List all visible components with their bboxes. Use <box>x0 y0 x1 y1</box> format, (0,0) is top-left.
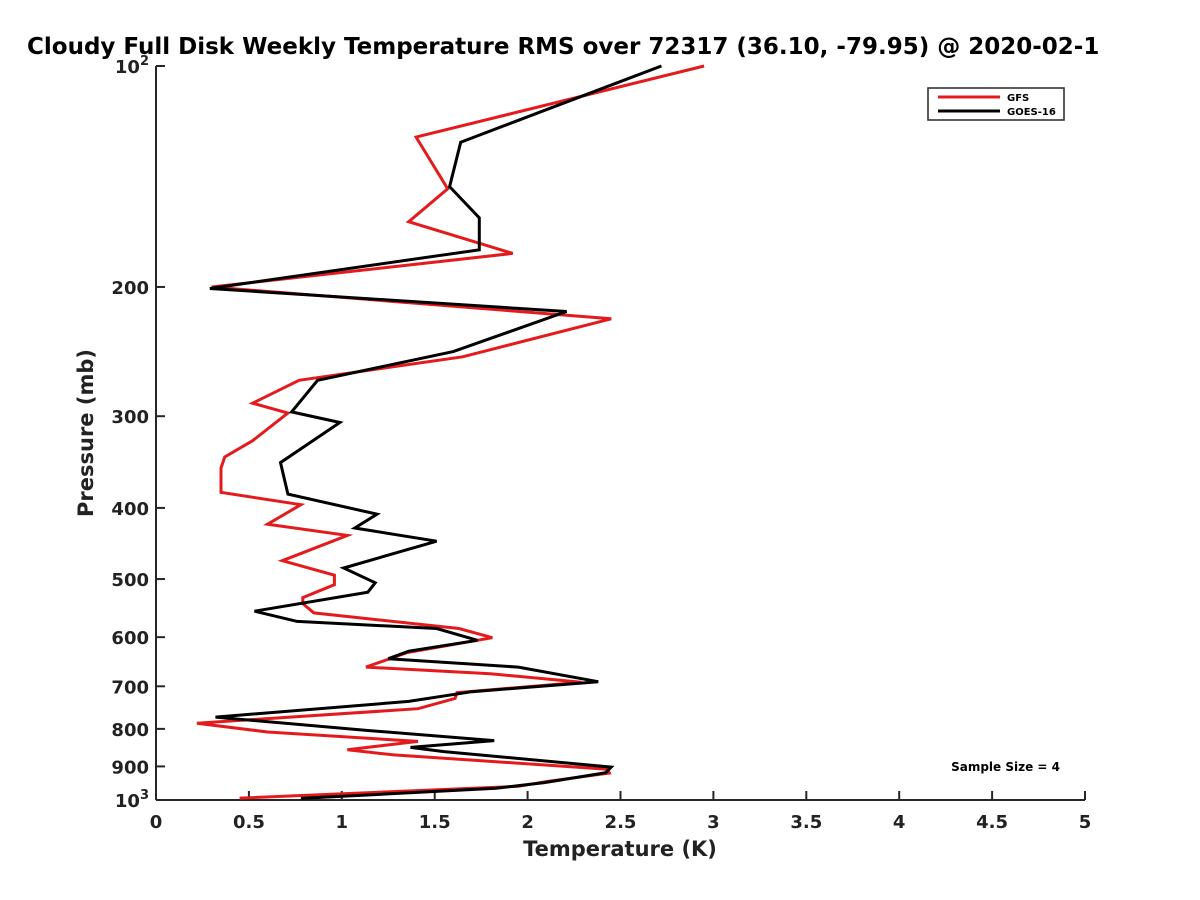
y-tick-label: 300 <box>111 407 149 428</box>
x-tick-label: 4.5 <box>976 812 1008 833</box>
y-tick-label: 800 <box>111 720 149 741</box>
sample-size-note: Sample Size = 4 <box>951 760 1060 774</box>
x-tick-label: 5 <box>1079 812 1092 833</box>
x-tick-label: 0.5 <box>233 812 265 833</box>
series-line-goes-16 <box>209 64 662 800</box>
legend-box <box>927 87 1065 121</box>
x-axis-label: Temperature (K) <box>523 837 717 861</box>
y-tick-label: 200 <box>111 278 149 299</box>
y-tick-label: 500 <box>111 570 149 591</box>
y-tick-label: 400 <box>111 499 149 520</box>
y-tick-label: 103 <box>115 788 149 812</box>
y-tick-label: 600 <box>111 628 149 649</box>
x-tick-label: 3.5 <box>790 812 822 833</box>
legend: GFS GOES-16 <box>927 87 1065 121</box>
legend-entry: GOES-16 <box>1007 107 1056 118</box>
series-line-gfs <box>196 64 705 800</box>
x-tick-label: 3 <box>707 812 720 833</box>
legend-entry: GFS <box>1007 93 1029 104</box>
chart-title: Cloudy Full Disk Weekly Temperature RMS … <box>27 34 1099 60</box>
y-tick-label: 700 <box>111 677 149 698</box>
y-tick-label: 102 <box>115 54 149 78</box>
x-tick-label: 1 <box>336 812 349 833</box>
x-tick-label: 0 <box>150 812 163 833</box>
x-tick-label: 1.5 <box>419 812 451 833</box>
y-tick-label: 900 <box>111 757 149 778</box>
axes: 0 0.5 1 1.5 2 2.5 3 3.5 4 4.5 5 102 200 300 400 500 600 7… <box>111 54 1091 833</box>
plot-lines <box>196 64 705 800</box>
x-tick-label: 2.5 <box>605 812 637 833</box>
y-axis-label: Pressure (mb) <box>74 349 98 517</box>
x-tick-label: 4 <box>893 812 906 833</box>
x-tick-label: 2 <box>521 812 534 833</box>
